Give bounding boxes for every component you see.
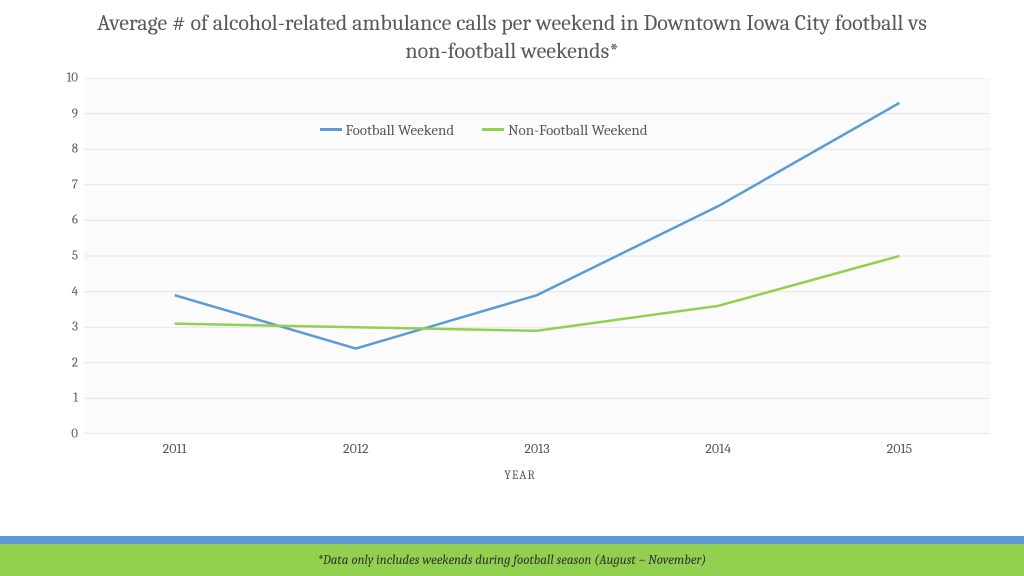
x-tick-label: 2011 (163, 434, 187, 457)
footer-accent-bar (0, 536, 1024, 544)
legend-swatch (320, 128, 342, 131)
legend-swatch (482, 128, 504, 131)
x-tick-label: 2014 (705, 434, 731, 457)
y-tick-label: 1 (73, 391, 84, 406)
y-tick-label: 6 (72, 213, 84, 228)
legend-label: Football Weekend (346, 121, 455, 139)
y-tick-label: 9 (72, 106, 84, 121)
legend-label: Non-Football Weekend (508, 121, 647, 139)
chart-container: AVERAGE # OF CALLS/WEEKEND YEAR 01234567… (50, 78, 990, 478)
y-tick-label: 2 (72, 355, 84, 370)
legend-item: Football Weekend (320, 121, 455, 139)
x-tick-label: 2012 (343, 434, 369, 457)
legend-item: Non-Football Weekend (482, 121, 647, 139)
legend: Football Weekend Non-Football Weekend (320, 121, 648, 139)
footer-note: *Data only includes weekends during foot… (0, 544, 1024, 576)
plot-area: 01234567891020112012201320142015Football… (84, 78, 990, 434)
x-tick-label: 2013 (524, 434, 549, 457)
y-tick-label: 4 (72, 284, 84, 299)
x-axis-label: YEAR (504, 468, 536, 482)
y-tick-label: 0 (71, 427, 84, 442)
y-tick-label: 10 (67, 71, 84, 86)
y-tick-label: 5 (72, 249, 84, 264)
y-tick-label: 7 (72, 177, 84, 192)
chart-title: Average # of alcohol-related ambulance c… (0, 0, 1024, 71)
y-tick-label: 8 (72, 142, 84, 157)
footer: *Data only includes weekends during foot… (0, 536, 1024, 576)
x-tick-label: 2015 (887, 434, 913, 457)
y-tick-label: 3 (72, 320, 84, 335)
